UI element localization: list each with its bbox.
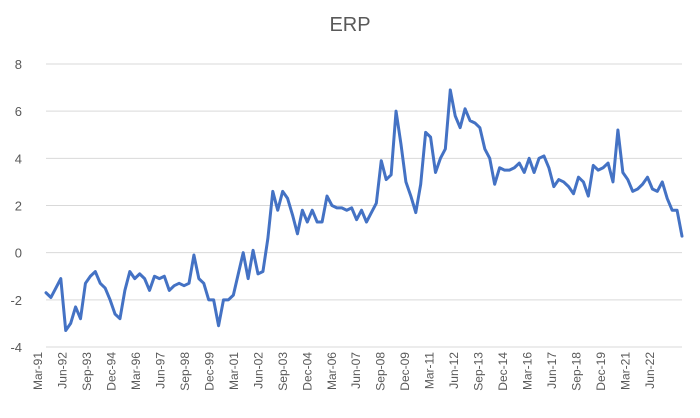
series-line [44, 88, 684, 332]
x-tick-label: Mar-96 [129, 352, 143, 390]
x-tick-label: Mar-91 [31, 352, 45, 390]
y-tick-label: 6 [15, 104, 22, 119]
x-tick-label: Dec-94 [104, 352, 118, 391]
x-tick-label: Dec-09 [398, 352, 412, 391]
y-tick-label: 4 [15, 151, 22, 166]
x-tick-label: Dec-04 [300, 352, 314, 391]
x-tick-label: Dec-14 [496, 352, 510, 391]
x-tick-label: Jun-22 [643, 352, 657, 389]
x-tick-label: Mar-21 [619, 352, 633, 390]
y-tick-label: 0 [15, 246, 22, 261]
x-tick-label: Sep-98 [178, 352, 192, 391]
x-tick-label: Jun-97 [153, 352, 167, 389]
y-tick-label: 2 [15, 199, 22, 214]
x-tick-label: Sep-08 [374, 352, 388, 391]
x-tick-label: Sep-03 [276, 352, 290, 391]
x-tick-label: Dec-99 [202, 352, 216, 391]
x-tick-label: Mar-06 [325, 352, 339, 390]
y-tick-label: 8 [15, 57, 22, 72]
x-tick-label: Sep-18 [570, 352, 584, 391]
y-tick-label: -2 [10, 293, 22, 308]
x-tick-label: Dec-19 [594, 352, 608, 391]
x-tick-label: Mar-11 [423, 352, 437, 389]
x-tick-label: Jun-17 [545, 352, 559, 389]
chart-title: ERP [329, 14, 371, 36]
x-tick-label: Jun-07 [349, 352, 363, 389]
y-tick-label: -4 [10, 340, 22, 355]
x-tick-label: Jun-92 [55, 352, 69, 389]
x-tick-label: Sep-93 [80, 352, 94, 391]
x-tick-label: Sep-13 [472, 352, 486, 391]
x-tick-label: Jun-02 [251, 352, 265, 389]
x-tick-label: Mar-16 [521, 352, 535, 390]
x-tick-label: Mar-01 [227, 352, 241, 390]
x-tick-label: Jun-12 [447, 352, 461, 389]
